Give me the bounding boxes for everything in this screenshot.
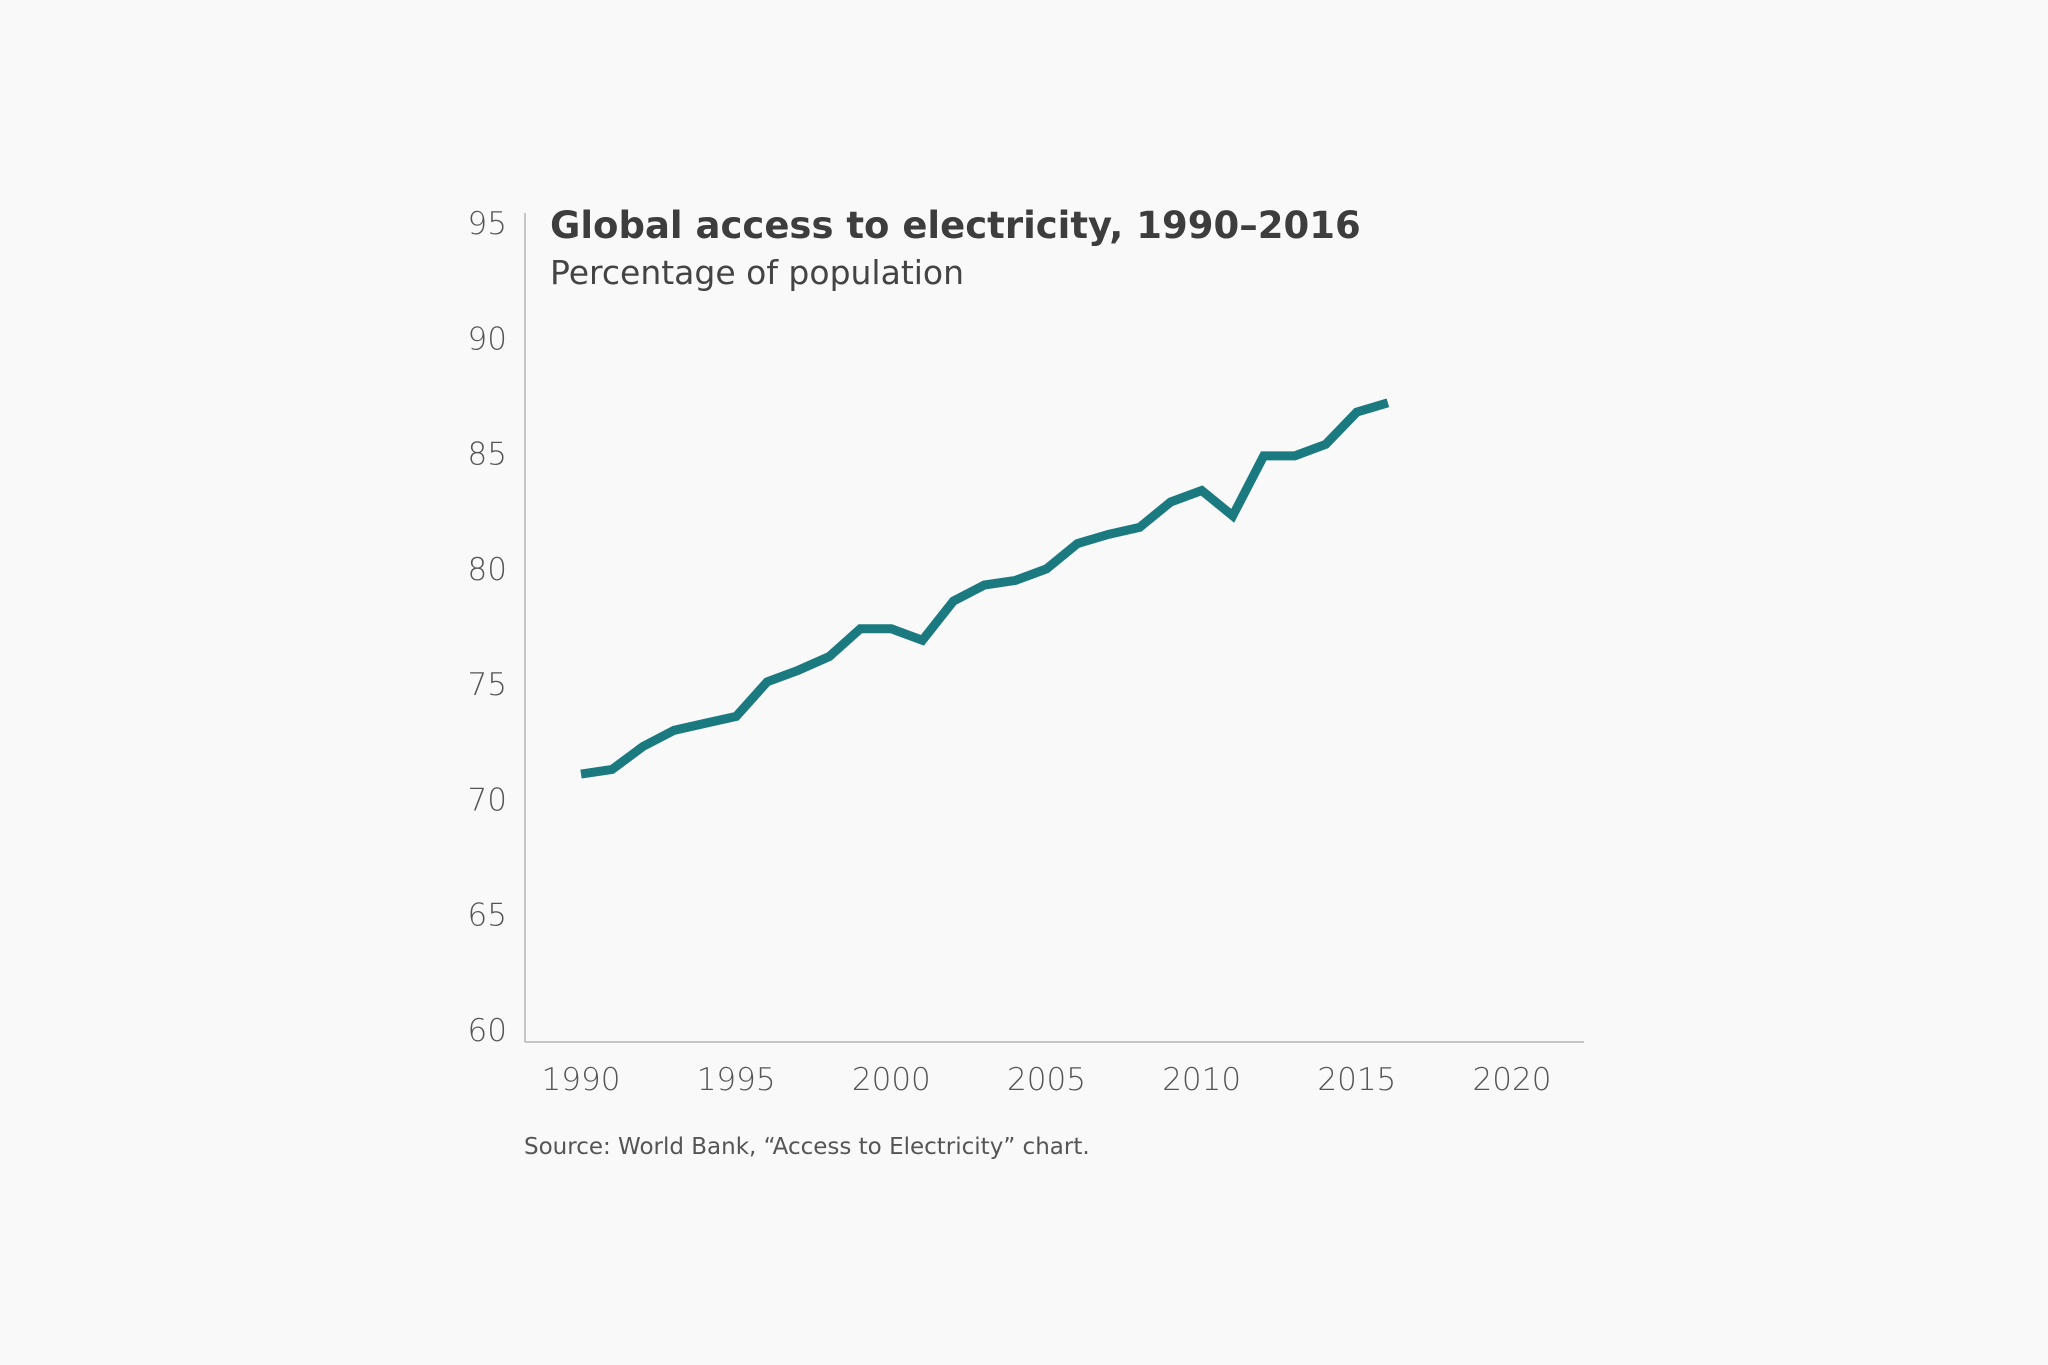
x-tick-label: 2020 — [1473, 1062, 1552, 1098]
x-tick-label: 2010 — [1162, 1062, 1241, 1098]
y-tick-label: 90 — [468, 321, 507, 357]
chart-title: Global access to electricity, 1990–2016 — [550, 204, 1361, 247]
x-tick-label: 1990 — [542, 1062, 621, 1098]
x-tick-label: 1995 — [697, 1062, 776, 1098]
y-tick-label: 70 — [468, 782, 507, 818]
y-tick-label: 80 — [468, 552, 507, 588]
x-tick-label: 2000 — [852, 1062, 931, 1098]
y-tick-label: 95 — [468, 206, 507, 242]
chart-subtitle: Percentage of population — [550, 253, 964, 292]
series-line — [580, 398, 1390, 779]
y-tick-label: 65 — [468, 898, 507, 934]
source-note: Source: World Bank, “Access to Electrici… — [524, 1134, 1090, 1160]
x-tick-label: 2005 — [1007, 1062, 1086, 1098]
y-tick-label: 85 — [468, 437, 507, 473]
x-tick-label: 2015 — [1317, 1062, 1396, 1098]
y-tick-label: 75 — [468, 667, 507, 703]
y-tick-label: 60 — [468, 1013, 507, 1049]
